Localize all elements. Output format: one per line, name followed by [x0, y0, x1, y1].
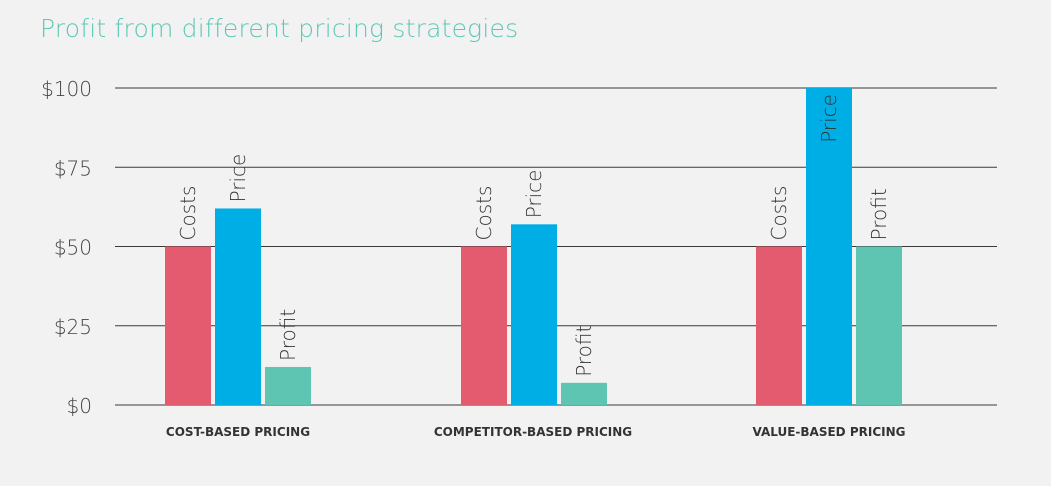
bar-costs [756, 246, 802, 405]
bar-label-profit: Profit [276, 309, 300, 361]
bar-price [511, 224, 557, 405]
y-tick-label: $50 [54, 236, 92, 260]
category-label: VALUE-BASED PRICING [753, 425, 906, 439]
y-tick-label: $75 [54, 156, 92, 180]
bar-profit [561, 382, 607, 405]
bar-profit [856, 246, 902, 405]
bar-profit [265, 366, 311, 405]
y-tick-label: $0 [67, 394, 92, 418]
y-tick-label: $25 [54, 315, 92, 339]
bars [165, 88, 902, 405]
bar-label-price: Price [522, 170, 546, 219]
bar-label-price: Price [817, 94, 841, 143]
chart-title: Profit from different pricing strategies [40, 14, 519, 43]
bar-label-costs: Costs [472, 186, 496, 241]
bar-label-price: Price [226, 154, 250, 203]
category-label: COMPETITOR-BASED PRICING [434, 425, 632, 439]
bar-label-profit: Profit [572, 325, 596, 377]
y-axis-tick-labels: $0 $25 $50 $75 $100 [41, 77, 92, 418]
bar-label-costs: Costs [176, 186, 200, 241]
bar-label-profit: Profit [867, 188, 891, 240]
bar-label-costs: Costs [767, 186, 791, 241]
bar-price [215, 208, 261, 405]
bar-price [806, 88, 852, 405]
bar-costs [165, 246, 211, 405]
bar-labels: Costs Price Profit Costs Price Profit Costs Pri… [176, 94, 891, 377]
bar-costs [461, 246, 507, 405]
y-tick-label: $100 [41, 77, 92, 101]
category-labels: COST-BASED PRICING COMPETITOR-BASED PRICI… [166, 425, 906, 439]
category-label: COST-BASED PRICING [166, 425, 310, 439]
